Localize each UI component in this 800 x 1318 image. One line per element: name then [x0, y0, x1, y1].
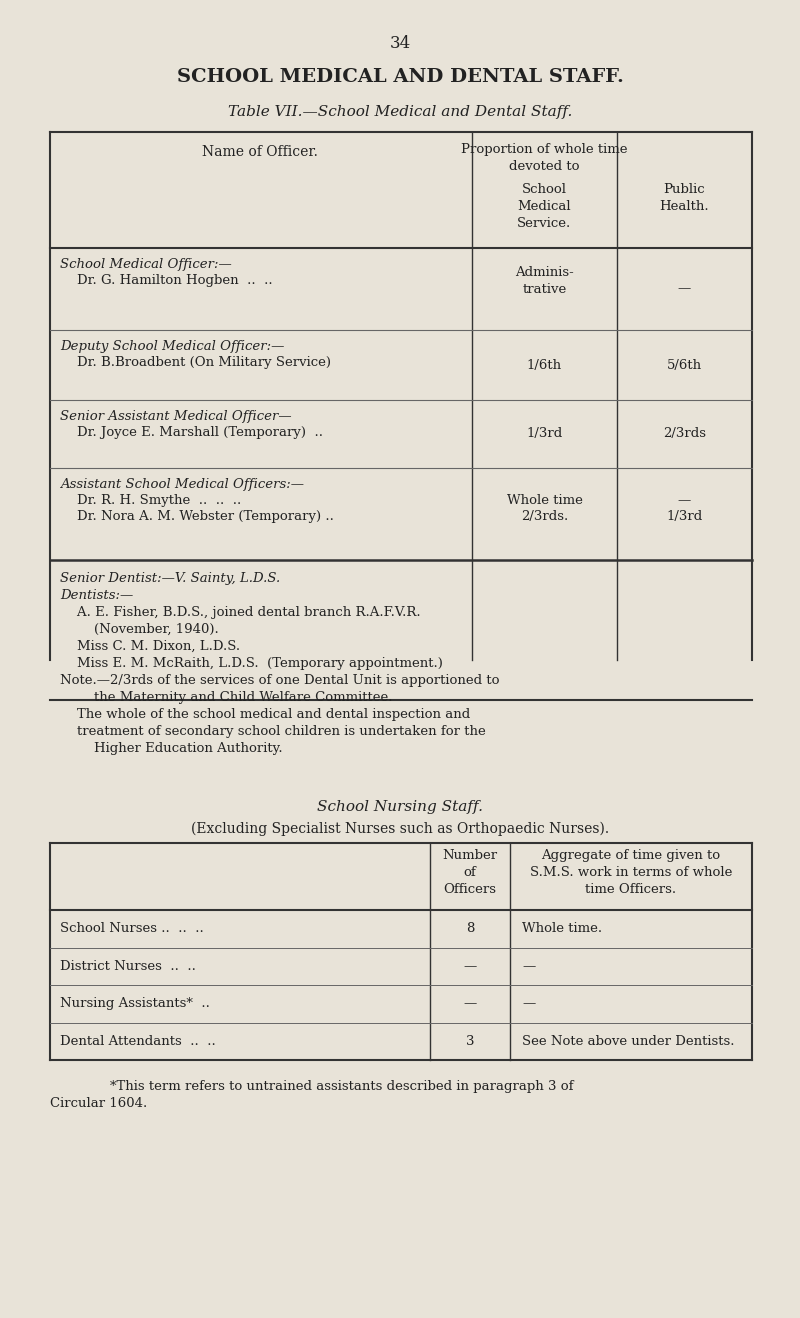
Text: 2/3rds: 2/3rds	[663, 427, 706, 440]
Text: Dr. R. H. Smythe  ..  ..  ..: Dr. R. H. Smythe .. .. ..	[60, 494, 242, 507]
Text: —: —	[463, 960, 477, 973]
Text: Aggregate of time given to
S.M.S. work in terms of whole
time Officers.: Aggregate of time given to S.M.S. work i…	[530, 849, 732, 896]
Text: 2/3rds.: 2/3rds.	[521, 510, 568, 523]
Text: Dr. Joyce E. Marshall (Temporary)  ..: Dr. Joyce E. Marshall (Temporary) ..	[60, 426, 323, 439]
Text: Whole time: Whole time	[506, 494, 582, 507]
Text: Nursing Assistants*  ..: Nursing Assistants* ..	[60, 998, 210, 1011]
Text: treatment of secondary school children is undertaken for the: treatment of secondary school children i…	[60, 725, 486, 738]
Text: Miss C. M. Dixon, L.D.S.: Miss C. M. Dixon, L.D.S.	[60, 641, 240, 652]
Text: Whole time.: Whole time.	[522, 923, 602, 936]
Text: School Nursing Staff.: School Nursing Staff.	[317, 800, 483, 815]
Text: The whole of the school medical and dental inspection and: The whole of the school medical and dent…	[60, 708, 470, 721]
Text: Higher Education Authority.: Higher Education Authority.	[60, 742, 282, 755]
Text: School Nurses ..  ..  ..: School Nurses .. .. ..	[60, 923, 204, 936]
Text: —: —	[522, 998, 535, 1011]
Text: Assistant School Medical Officers:—: Assistant School Medical Officers:—	[60, 478, 304, 492]
Text: 1/6th: 1/6th	[527, 358, 562, 372]
Text: SCHOOL MEDICAL AND DENTAL STAFF.: SCHOOL MEDICAL AND DENTAL STAFF.	[177, 69, 623, 86]
Text: Miss E. M. McRaith, L.D.S.  (Temporary appointment.): Miss E. M. McRaith, L.D.S. (Temporary ap…	[60, 656, 443, 670]
Text: the Maternity and Child Welfare Committee.: the Maternity and Child Welfare Committe…	[60, 691, 393, 704]
Text: Dental Attendants  ..  ..: Dental Attendants .. ..	[60, 1035, 216, 1048]
Text: —: —	[678, 494, 691, 507]
Text: 1/3rd: 1/3rd	[666, 510, 702, 523]
Text: —: —	[522, 960, 535, 973]
Text: Note.—2/3rds of the services of one Dental Unit is apportioned to: Note.—2/3rds of the services of one Dent…	[60, 673, 499, 687]
Text: Senior Dentist:—V. Sainty, L.D.S.: Senior Dentist:—V. Sainty, L.D.S.	[60, 572, 280, 585]
Text: School
Medical
Service.: School Medical Service.	[518, 183, 572, 231]
Text: Circular 1604.: Circular 1604.	[50, 1097, 147, 1110]
Text: —: —	[463, 998, 477, 1011]
Text: —: —	[678, 282, 691, 295]
Text: District Nurses  ..  ..: District Nurses .. ..	[60, 960, 196, 973]
Text: Public
Health.: Public Health.	[660, 183, 710, 214]
Text: *This term refers to untrained assistants described in paragraph 3 of: *This term refers to untrained assistant…	[110, 1079, 574, 1093]
Text: 3: 3	[466, 1035, 474, 1048]
Text: Adminis-
trative: Adminis- trative	[515, 266, 574, 297]
Text: Dr. Nora A. M. Webster (Temporary) ..: Dr. Nora A. M. Webster (Temporary) ..	[60, 510, 334, 523]
Text: 5/6th: 5/6th	[667, 358, 702, 372]
Text: Number
of
Officers: Number of Officers	[442, 849, 498, 896]
Text: Table VII.—School Medical and Dental Staff.: Table VII.—School Medical and Dental Sta…	[228, 105, 572, 119]
Text: See Note above under Dentists.: See Note above under Dentists.	[522, 1035, 734, 1048]
Text: 34: 34	[390, 36, 410, 51]
Text: Name of Officer.: Name of Officer.	[202, 145, 318, 159]
Text: (Excluding Specialist Nurses such as Orthopaedic Nurses).: (Excluding Specialist Nurses such as Ort…	[191, 822, 609, 837]
Text: School Medical Officer:—: School Medical Officer:—	[60, 258, 232, 272]
Text: (November, 1940).: (November, 1940).	[60, 623, 218, 637]
Text: Proportion of whole time
devoted to: Proportion of whole time devoted to	[462, 142, 628, 173]
Text: A. E. Fisher, B.D.S., joined dental branch R.A.F.V.R.: A. E. Fisher, B.D.S., joined dental bran…	[60, 606, 421, 619]
Text: Senior Assistant Medical Officer—: Senior Assistant Medical Officer—	[60, 410, 292, 423]
Text: Deputy School Medical Officer:—: Deputy School Medical Officer:—	[60, 340, 284, 353]
Text: 1/3rd: 1/3rd	[526, 427, 562, 440]
Text: Dr. B.Broadbent (On Military Service): Dr. B.Broadbent (On Military Service)	[60, 356, 331, 369]
Text: Dr. G. Hamilton Hogben  ..  ..: Dr. G. Hamilton Hogben .. ..	[60, 274, 273, 287]
Text: Dentists:—: Dentists:—	[60, 589, 134, 602]
Text: 8: 8	[466, 923, 474, 936]
